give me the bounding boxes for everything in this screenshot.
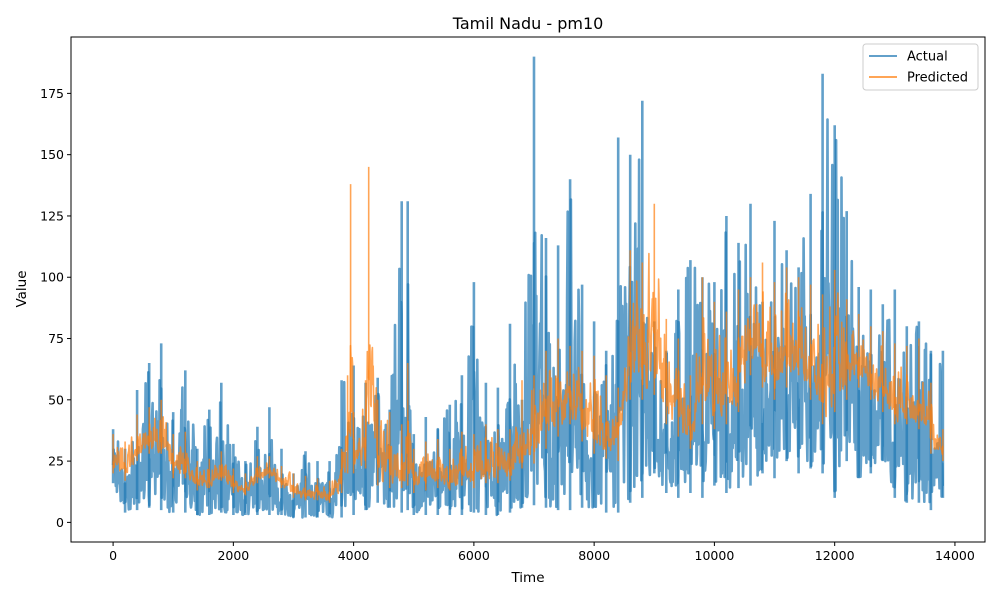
y-tick-label: 100 <box>40 270 64 285</box>
x-tick-label: 2000 <box>217 548 249 563</box>
y-tick-label: 75 <box>48 331 64 346</box>
y-tick-label: 0 <box>56 515 64 530</box>
chart-title: Tamil Nadu - pm10 <box>452 14 604 33</box>
y-axis: 0 25 50 75 100 125 150 175 <box>40 86 71 530</box>
x-tick-label: 0 <box>109 548 117 563</box>
y-tick-label: 175 <box>40 86 64 101</box>
y-tick-label: 25 <box>48 454 64 469</box>
x-axis: 0 2000 4000 6000 8000 10000 12000 14000 <box>109 542 975 563</box>
x-tick-label: 4000 <box>338 548 370 563</box>
y-tick-label: 125 <box>40 208 64 223</box>
x-axis-label: Time <box>510 570 544 586</box>
series-line-predicted <box>112 252 944 501</box>
x-tick-label: 14000 <box>935 548 975 563</box>
legend: Actual Predicted <box>862 43 979 91</box>
series-line-actual <box>111 118 944 519</box>
x-tick-label: 12000 <box>815 548 855 563</box>
y-axis-label: Value <box>14 270 30 307</box>
x-tick-label: 6000 <box>458 548 490 563</box>
x-tick-label: 8000 <box>578 548 610 563</box>
legend-label-predicted: Predicted <box>907 71 968 86</box>
series-layer <box>111 56 945 519</box>
y-tick-label: 50 <box>48 392 64 407</box>
legend-label-actual: Actual <box>907 50 948 65</box>
plot-frame <box>70 36 986 543</box>
x-tick-label: 10000 <box>695 548 735 563</box>
y-tick-label: 150 <box>40 147 64 162</box>
